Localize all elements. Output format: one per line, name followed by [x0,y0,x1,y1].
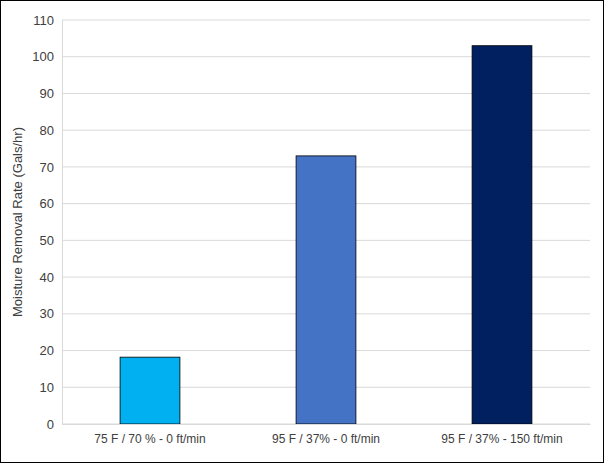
x-axis-line [63,424,591,425]
y-axis: 0 10 20 30 40 50 60 70 80 90 100 110 [32,13,62,432]
y-tick-label: 0 [47,417,54,432]
y-tick: 80 [40,123,62,138]
y-tick: 50 [40,233,62,248]
y-axis-line [62,21,63,425]
y-tick: 100 [32,49,62,64]
y-tick-label: 10 [40,380,54,395]
y-tick-label: 90 [40,86,54,101]
y-tick: 10 [40,380,62,395]
x-tick-label: 75 F / 70 % - 0 ft/min [94,432,205,446]
y-tick: 60 [40,196,62,211]
y-tick-label: 30 [40,306,54,321]
y-tick-label: 50 [40,233,54,248]
y-tick: 90 [40,86,62,101]
y-tick-label: 40 [40,270,54,285]
y-tick: 40 [40,270,62,285]
bar [120,357,180,424]
y-tick: 30 [40,306,62,321]
x-tick: 75 F / 70 % - 0 ft/min [94,424,205,446]
y-tick: 70 [40,160,62,175]
y-tick: 0 [47,417,62,432]
y-tick-label: 100 [32,49,54,64]
x-tick: 95 F / 37% - 0 ft/min [272,424,380,446]
y-tick-label: 60 [40,196,54,211]
x-axis: 75 F / 70 % - 0 ft/min 95 F / 37% - 0 ft/… [63,424,591,446]
plot: 0 10 20 30 40 50 60 70 80 90 100 110 75 F / 70 % - 0… [32,13,590,446]
bars [120,46,532,424]
x-tick: 95 F / 37% - 150 ft/min [441,424,562,446]
chart: 0 10 20 30 40 50 60 70 80 90 100 110 75 F / 70 % - 0… [0,0,604,463]
y-tick-label: 80 [40,123,54,138]
y-tick-label: 20 [40,343,54,358]
bar [472,46,532,424]
y-tick-label: 110 [33,13,54,28]
grid [62,20,590,424]
x-tick-label: 95 F / 37% - 0 ft/min [272,432,380,446]
y-tick-label: 70 [40,160,54,175]
grid-line [62,20,590,21]
y-tick: 20 [40,343,62,358]
chart-border [1,1,604,463]
y-axis-title: Moisture Removal Rate (Gals/hr) [10,127,25,317]
bar [296,156,356,424]
x-tick-label: 95 F / 37% - 150 ft/min [441,432,562,446]
y-tick: 110 [33,13,62,28]
